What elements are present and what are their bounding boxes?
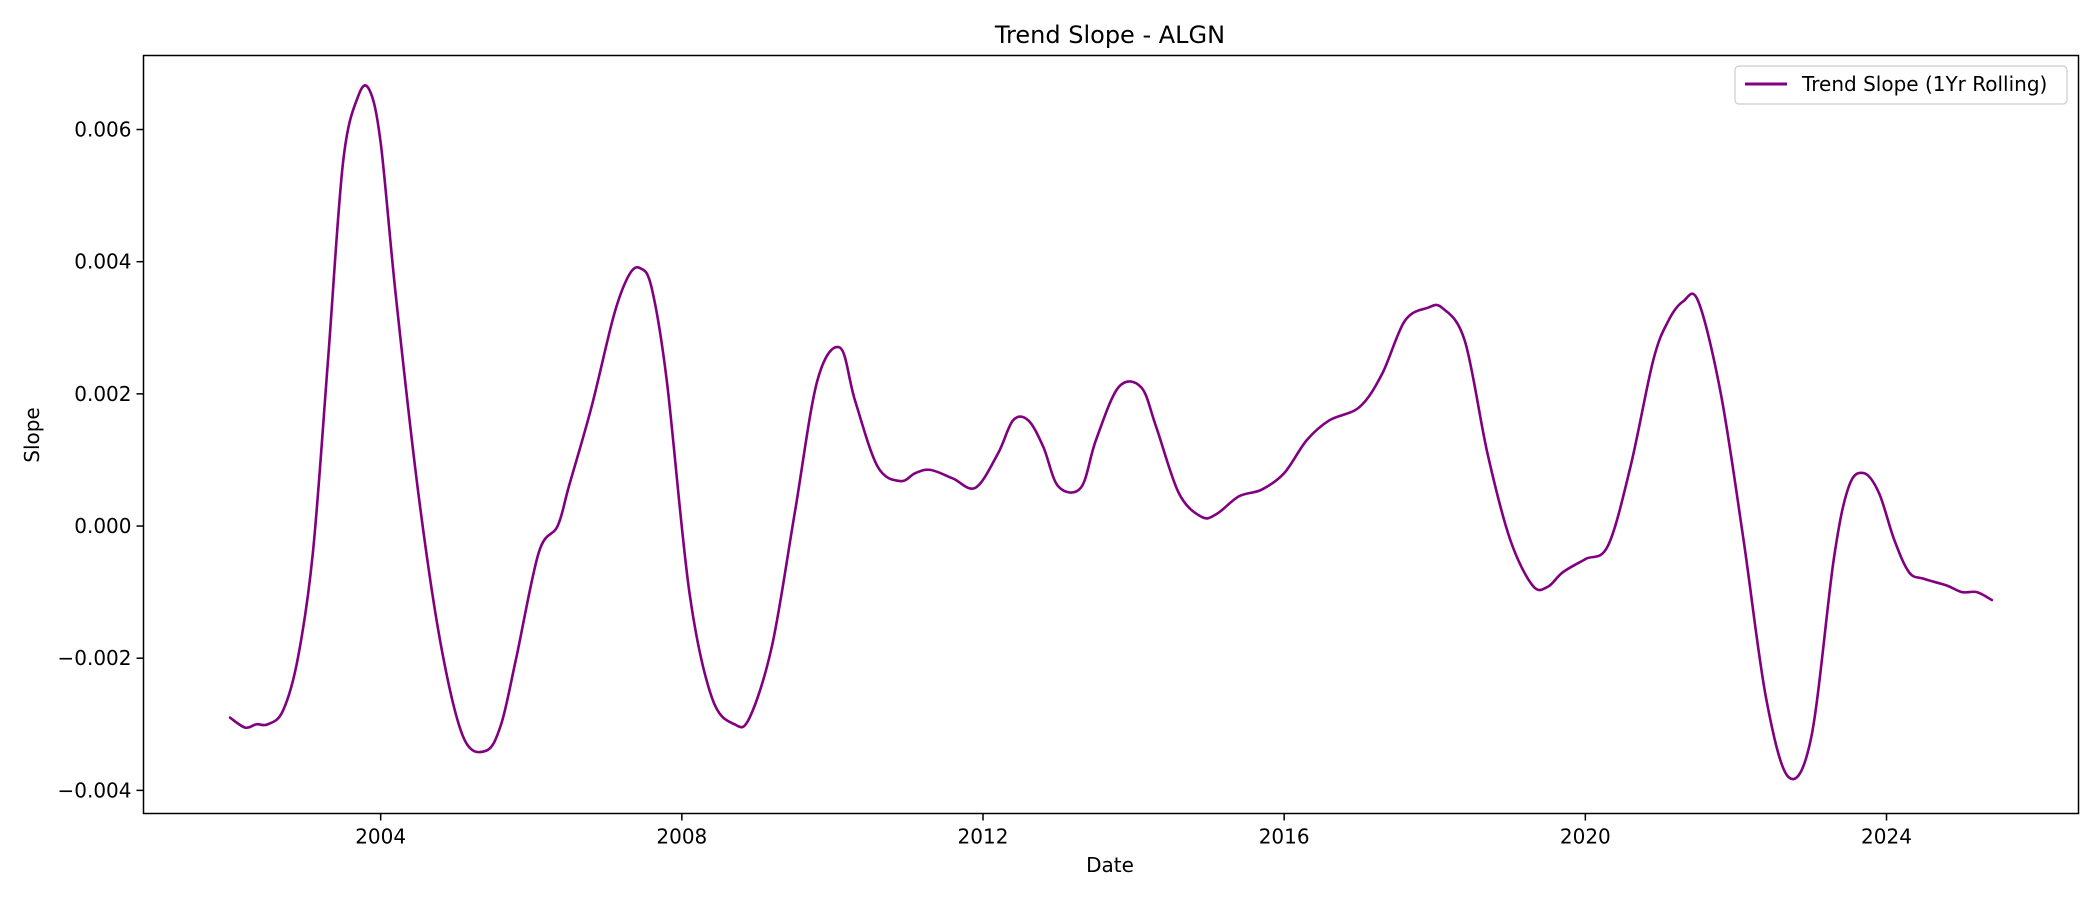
series-layer bbox=[228, 84, 1994, 781]
y-axis: −0.004 −0.002 0.000 0.002 0.004 0.006 bbox=[57, 118, 144, 802]
chart-title: Trend Slope - ALGN bbox=[994, 21, 1225, 49]
legend-label: Trend Slope (1Yr Rolling) bbox=[1801, 72, 2047, 96]
series-line bbox=[228, 84, 1994, 781]
x-tick-label: 2012 bbox=[958, 825, 1009, 849]
x-tick-label: 2016 bbox=[1259, 825, 1310, 849]
x-axis-label: Date bbox=[1086, 853, 1134, 877]
x-tick-label: 2020 bbox=[1560, 825, 1611, 849]
y-tick-label: −0.002 bbox=[57, 646, 131, 670]
legend: Trend Slope (1Yr Rolling) bbox=[1734, 65, 2068, 105]
x-tick-label: 2004 bbox=[355, 825, 406, 849]
x-tick-label: 2008 bbox=[656, 825, 707, 849]
y-tick-label: −0.004 bbox=[57, 778, 131, 802]
y-tick-label: 0.002 bbox=[74, 382, 131, 406]
y-tick-label: 0.006 bbox=[74, 118, 131, 142]
plot-frame bbox=[142, 54, 2080, 815]
y-axis-label: Slope bbox=[20, 407, 44, 463]
y-tick-label: 0.004 bbox=[74, 250, 131, 274]
x-tick-label: 2024 bbox=[1861, 825, 1912, 849]
y-tick-label: 0.000 bbox=[74, 514, 131, 538]
x-axis: 2004 2008 2012 2016 2020 2024 bbox=[355, 813, 1912, 849]
legend-box bbox=[1734, 65, 2068, 105]
